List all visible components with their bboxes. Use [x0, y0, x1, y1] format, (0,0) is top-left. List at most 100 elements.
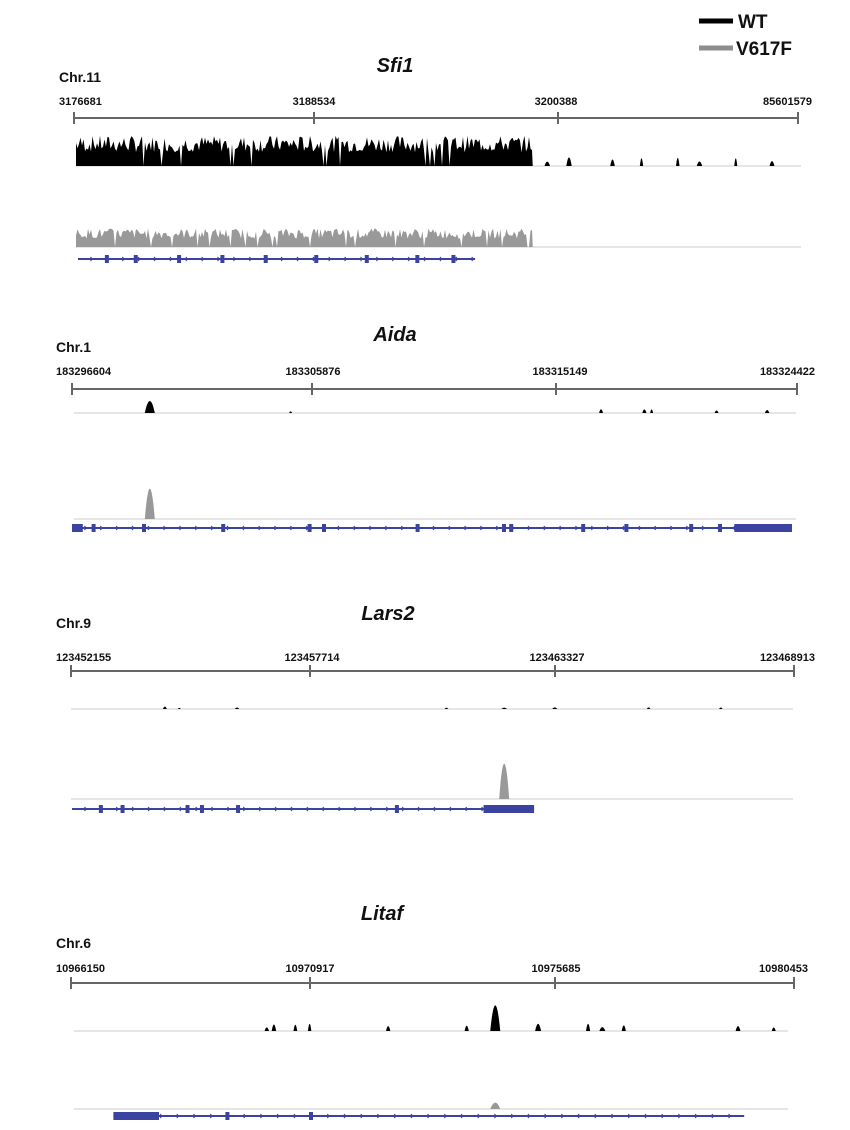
- strand-arrow: [465, 806, 469, 812]
- coverage-peak: [444, 707, 449, 709]
- gene-exon: [509, 524, 514, 532]
- coverage-peak: [544, 161, 551, 166]
- strand-arrow: [460, 1113, 464, 1119]
- gene-exon: [221, 524, 226, 532]
- strand-arrow: [90, 256, 94, 262]
- legend: WT V617F: [699, 12, 792, 60]
- strand-arrow: [443, 1113, 447, 1119]
- coverage-peak: [771, 1027, 776, 1031]
- gene-exon: [322, 524, 326, 532]
- strand-arrow: [153, 256, 157, 262]
- strand-arrow: [195, 806, 199, 812]
- strand-arrow: [258, 806, 262, 812]
- strand-arrow: [670, 525, 674, 531]
- strand-arrow: [661, 1113, 665, 1119]
- strand-arrow: [391, 256, 395, 262]
- strand-arrow: [115, 806, 119, 812]
- gene-utr-block: [72, 524, 83, 532]
- strand-arrow: [99, 525, 103, 531]
- strand-arrow: [258, 525, 262, 531]
- strand-arrow: [480, 525, 484, 531]
- legend-v617f-label: V617F: [736, 39, 792, 60]
- strand-arrow: [201, 256, 205, 262]
- gene-model-track: [78, 255, 476, 263]
- strand-arrow: [243, 1113, 247, 1119]
- gene-utr-block: [113, 1112, 159, 1120]
- strand-arrow: [449, 806, 453, 812]
- strand-arrow: [455, 256, 459, 262]
- coverage-peak: [490, 1005, 501, 1031]
- coordinate-tick-label: 123463327: [529, 652, 584, 664]
- strand-arrow: [369, 525, 373, 531]
- coverage-peak: [650, 409, 654, 413]
- strand-arrow: [471, 256, 475, 262]
- coverage-peak: [289, 411, 293, 413]
- gene-exon: [451, 255, 456, 263]
- strand-arrow: [377, 1113, 381, 1119]
- gene-panel-litaf: Litaf Chr.6 10966150 10970917 10975685 1…: [56, 903, 808, 1120]
- gene-panel-lars2: Lars2 Chr.9 123452155 123457714 12346332…: [56, 603, 815, 813]
- gene-exon: [581, 524, 586, 532]
- coverage-peak: [599, 1027, 606, 1031]
- strand-arrow: [694, 1113, 698, 1119]
- strand-arrow: [179, 806, 183, 812]
- strand-arrow: [296, 256, 300, 262]
- coverage-peak: [764, 409, 770, 413]
- coverage-peak: [599, 409, 604, 413]
- coordinate-tick-label: 123457714: [284, 652, 340, 664]
- strand-arrow: [242, 525, 246, 531]
- strand-arrow: [560, 1113, 565, 1119]
- strand-arrow: [527, 1113, 531, 1119]
- gene-exon: [263, 255, 268, 263]
- gene-exon: [220, 255, 225, 263]
- gene-exon: [236, 805, 241, 813]
- strand-arrow: [84, 806, 88, 812]
- strand-arrow: [369, 806, 374, 812]
- strand-arrow: [163, 525, 167, 531]
- v617f-coverage-track: [71, 763, 793, 800]
- strand-arrow: [611, 1113, 615, 1119]
- strand-arrow: [400, 525, 404, 531]
- wt-coverage-track: [74, 401, 796, 414]
- strand-arrow: [322, 806, 326, 812]
- strand-arrow: [417, 806, 421, 812]
- coverage-peak: [610, 159, 615, 166]
- strand-arrow: [559, 525, 563, 531]
- coordinate-tick-label: 10966150: [56, 963, 105, 975]
- strand-arrow: [290, 806, 294, 812]
- strand-arrow: [678, 1113, 682, 1119]
- coverage-peak: [293, 1024, 298, 1031]
- chromosome-label: Chr.9: [56, 615, 91, 631]
- coverage-peak: [586, 1023, 591, 1031]
- strand-arrow: [337, 525, 341, 531]
- strand-arrow: [179, 525, 183, 531]
- gene-exon: [177, 255, 182, 263]
- coverage-peak: [769, 161, 775, 166]
- chromosome-label: Chr.1: [56, 339, 91, 355]
- coordinate-tick-label: 183324422: [760, 366, 815, 378]
- strand-arrow: [360, 256, 364, 262]
- coordinate-axis: [73, 112, 799, 124]
- strand-arrow: [701, 525, 705, 531]
- strand-arrow: [510, 1113, 514, 1119]
- coverage-peak: [734, 158, 738, 166]
- gene-exon: [314, 255, 319, 263]
- gene-exon: [718, 524, 722, 532]
- strand-arrow: [360, 1113, 364, 1119]
- wt-coverage-track: [74, 1005, 788, 1032]
- coverage-peak: [264, 1027, 270, 1031]
- strand-arrow: [448, 525, 452, 531]
- strand-arrow: [711, 1113, 715, 1119]
- strand-arrow: [227, 806, 231, 812]
- strand-arrow: [495, 525, 499, 531]
- strand-arrow: [260, 1113, 264, 1119]
- coordinate-tick-label: 10980453: [759, 963, 808, 975]
- strand-arrow: [432, 525, 436, 531]
- coordinate-tick-label: 183296604: [56, 366, 112, 378]
- coverage-peak: [621, 1025, 626, 1031]
- coverage-peak: [535, 1023, 542, 1031]
- strand-arrow: [226, 525, 230, 531]
- strand-arrow: [423, 256, 427, 262]
- strand-arrow: [274, 806, 278, 812]
- gene-exon: [415, 524, 420, 532]
